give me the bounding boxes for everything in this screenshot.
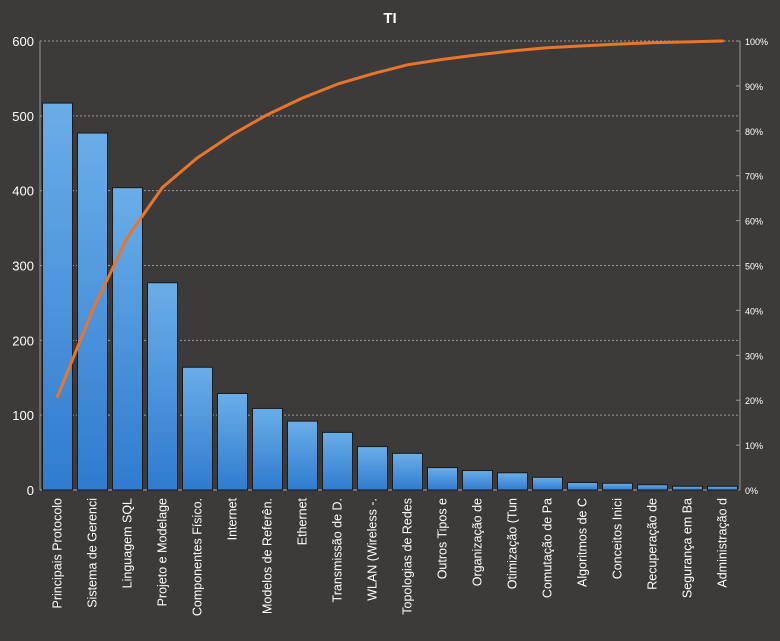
y-left-tick-label: 100	[12, 408, 34, 423]
bar	[217, 392, 248, 491]
bar	[112, 187, 143, 491]
x-tick-label: Linguagem SQL	[121, 498, 135, 588]
y-right-tick-label: 30%	[745, 351, 763, 361]
y-right-tick-label: 70%	[745, 172, 763, 182]
x-tick-label: Administração d	[716, 498, 730, 588]
x-tick-label: Ethernet	[296, 497, 310, 545]
bar	[462, 470, 493, 491]
bar	[287, 420, 318, 491]
y-right-tick-label: 50%	[745, 262, 763, 272]
bar	[567, 482, 598, 491]
y-right-tick-label: 100%	[745, 37, 768, 47]
bar	[322, 431, 353, 491]
cumulative-line	[56, 39, 724, 399]
y-axis-left: 0 100 200 300 400 500 600	[12, 34, 34, 498]
bar	[672, 485, 703, 491]
bar	[497, 472, 528, 491]
bar	[147, 282, 178, 491]
x-tick-label: Recuperação de	[646, 498, 660, 590]
bar	[357, 446, 388, 491]
y-left-tick-label: 300	[12, 259, 34, 274]
bar	[602, 482, 633, 491]
x-tick-label: Organização de	[471, 498, 485, 586]
x-tick-label: Sistema de Gerenci	[86, 498, 100, 608]
y-right-tick-label: 0%	[745, 486, 758, 496]
y-left-tick-label: 500	[12, 109, 34, 124]
gridlines	[39, 40, 741, 491]
x-tick-label: Modelos de Referên.	[261, 498, 275, 614]
bar	[252, 407, 283, 491]
x-tick-label: Segurança em Ba	[681, 498, 695, 598]
x-tick-label: Topologias de Redes	[401, 498, 415, 615]
x-tick-label: Projeto e Modelage	[156, 498, 170, 606]
x-tick-label: Otimização (Tun	[506, 498, 520, 589]
bar	[427, 467, 458, 491]
y-left-tick-label: 200	[12, 333, 34, 348]
y-right-tick-label: 10%	[745, 441, 763, 451]
bar	[392, 452, 423, 491]
bars	[42, 102, 738, 491]
x-tick-label: Comutação de Pa	[541, 498, 555, 598]
bar	[42, 102, 73, 491]
x-tick-label: Principais Protocolo	[51, 498, 65, 609]
bar	[707, 485, 738, 491]
x-tick-label: Transmissão de D.	[331, 498, 345, 602]
y-right-tick-label: 20%	[745, 396, 763, 406]
x-tick-label: Conceitos Inici	[611, 498, 625, 579]
y-right-tick-label: 60%	[745, 217, 763, 227]
bar	[637, 484, 668, 491]
y-right-tick-label: 40%	[745, 306, 763, 316]
y-left-tick-label: 600	[12, 34, 34, 49]
x-tick-label: WLAN (Wireless -.	[366, 498, 380, 601]
y-axis-right: 0% 10% 20% 30% 40% 50% 60% 70% 80% 90% 100%	[745, 37, 768, 496]
cumulative-line-path	[56, 39, 724, 399]
x-tick-label: Algoritmos de C	[576, 498, 590, 587]
bar	[532, 476, 563, 491]
chart-title: TI	[383, 10, 396, 27]
y-left-tick-label: 0	[27, 483, 34, 498]
y-right-tick-label: 80%	[745, 127, 763, 137]
y-right-tick-label: 90%	[745, 82, 763, 92]
x-tick-label: Outros Tipos e	[436, 498, 450, 579]
x-tick-label: Internet	[226, 497, 240, 540]
x-tick-label: Componentes Físico.	[191, 498, 205, 616]
y-left-tick-label: 400	[12, 184, 34, 199]
x-axis-labels: Principais Protocolo Sistema de Gerenci Li…	[51, 497, 730, 616]
bar	[182, 366, 213, 491]
